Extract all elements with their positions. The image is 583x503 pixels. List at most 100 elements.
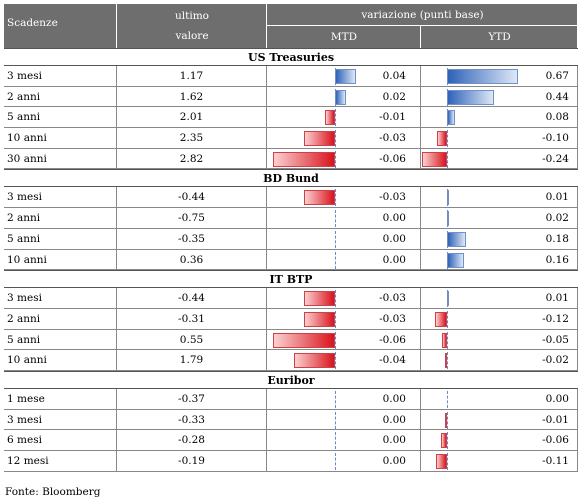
table-row: 12 mesi -0.19 0.00 -0.11: [4, 451, 578, 472]
maturity-label: 3 mesi: [4, 187, 117, 208]
yields-table: Scadenze ultimo valore variazione (punti…: [4, 4, 578, 472]
mtd-bar: [335, 89, 346, 105]
section-header: Euribor: [4, 370, 578, 389]
ytd-value: 0.00: [545, 392, 569, 405]
ytd-value: 0.08: [545, 111, 569, 124]
yield-value: -0.33: [117, 409, 267, 430]
mtd-cell: -0.06: [267, 148, 421, 169]
maturity-label: 2 anni: [4, 86, 117, 107]
ytd-value: -0.10: [542, 132, 569, 145]
mtd-cell: 0.02: [267, 86, 421, 107]
mtd-cell: 0.04: [267, 66, 421, 86]
yield-value: 1.62: [117, 86, 267, 107]
maturity-label: 10 anni: [4, 249, 117, 270]
ytd-axis-line: [447, 352, 448, 370]
ytd-bar: [435, 454, 447, 469]
table-row: 1 mese -0.37 0.00 0.00: [4, 388, 578, 410]
yield-value: 1.79: [117, 350, 267, 370]
table-row: 3 mesi -0.44 -0.03 0.01: [4, 187, 578, 209]
ytd-value: -0.05: [542, 333, 569, 346]
header-ytd: YTD: [488, 31, 511, 43]
yield-value: -0.19: [117, 451, 267, 471]
maturity-label: 5 anni: [4, 107, 117, 128]
ytd-value: 0.67: [545, 70, 569, 82]
maturity-label: 1 mese: [4, 388, 117, 409]
table-row: 3 mesi 1.17 0.04 0.67: [4, 66, 578, 87]
header-ultimo: ultimo: [175, 10, 209, 22]
mtd-axis-line: [335, 251, 336, 269]
ytd-bar: [445, 412, 447, 428]
header-scadenze-cell: Scadenze: [4, 4, 117, 48]
ytd-bar: [447, 252, 464, 268]
ytd-axis-line: [447, 331, 448, 349]
ytd-cell: 0.01: [421, 187, 578, 208]
ytd-value: 0.18: [545, 232, 569, 245]
header-variazione-cell: variazione (punti base): [267, 4, 578, 26]
ytd-value: 0.16: [545, 253, 569, 266]
mtd-value: -0.03: [379, 292, 406, 305]
yield-value: -0.28: [117, 430, 267, 450]
ytd-cell: 0.67: [421, 66, 578, 86]
mtd-cell: -0.03: [267, 128, 421, 148]
table-row: 30 anni 2.82 -0.06 -0.24: [4, 148, 578, 170]
mtd-cell: -0.03: [267, 308, 421, 329]
mtd-cell: 0.00: [267, 228, 421, 249]
table-row: 6 mesi -0.28 0.00 -0.06: [4, 430, 578, 451]
mtd-bar: [324, 110, 335, 126]
ytd-bar: [436, 131, 447, 147]
maturity-label: 10 anni: [4, 350, 117, 370]
ytd-axis-line: [447, 150, 448, 168]
maturity-label: 5 anni: [4, 228, 117, 249]
ytd-value: -0.06: [542, 434, 569, 447]
mtd-bar: [273, 151, 335, 167]
mtd-cell: -0.03: [267, 187, 421, 208]
header-mtd: MTD: [330, 31, 358, 43]
ytd-cell: 0.00: [421, 388, 578, 409]
mtd-axis-line: [335, 230, 336, 248]
ytd-bar: [447, 291, 449, 307]
section-header: BD Bund: [4, 169, 578, 188]
ytd-value: -0.11: [542, 455, 569, 467]
ytd-cell: -0.06: [421, 430, 578, 450]
yield-value: 0.36: [117, 249, 267, 270]
ytd-axis-line: [447, 310, 448, 328]
mtd-value: -0.06: [379, 152, 406, 165]
mtd-axis-line: [335, 150, 336, 168]
mtd-bar: [273, 332, 335, 348]
yield-value: -0.35: [117, 228, 267, 249]
mtd-value: 0.04: [382, 70, 406, 82]
ytd-axis-line: [447, 432, 448, 450]
ytd-value: -0.01: [542, 413, 569, 426]
ytd-cell: 0.44: [421, 86, 578, 107]
header-ultimo-cell: ultimo valore: [117, 4, 267, 48]
maturity-label: 3 mesi: [4, 409, 117, 430]
section-header: US Treasuries: [4, 48, 578, 66]
mtd-value: -0.03: [379, 191, 406, 204]
yield-value: 2.35: [117, 128, 267, 148]
maturity-label: 5 anni: [4, 329, 117, 350]
table-row: 2 anni -0.31 -0.03 -0.12: [4, 308, 578, 330]
mtd-axis-line: [335, 310, 336, 328]
mtd-axis-line: [335, 453, 336, 470]
mtd-cell: 0.00: [267, 388, 421, 409]
ytd-cell: 0.08: [421, 107, 578, 128]
mtd-cell: 0.00: [267, 208, 421, 228]
maturity-label: 2 anni: [4, 308, 117, 329]
mtd-axis-line: [335, 331, 336, 349]
yield-value: -0.75: [117, 208, 267, 228]
table-header: Scadenze ultimo valore variazione (punti…: [4, 4, 578, 48]
mtd-bar: [304, 291, 335, 307]
ytd-bar: [444, 353, 447, 369]
table-row: 5 anni 2.01 -0.01 0.08: [4, 107, 578, 129]
ytd-value: -0.24: [542, 152, 569, 165]
yield-value: -0.31: [117, 308, 267, 329]
maturity-label: 3 mesi: [4, 66, 117, 86]
maturity-label: 12 mesi: [4, 451, 117, 471]
mtd-value: -0.03: [379, 312, 406, 325]
mtd-axis-line: [335, 290, 336, 308]
table-body: US Treasuries 3 mesi 1.17 0.04 0.67 2 anni 1.6…: [4, 48, 578, 472]
ytd-cell: -0.10: [421, 128, 578, 148]
table-row: 5 anni -0.35 0.00 0.18: [4, 228, 578, 250]
mtd-cell: 0.00: [267, 409, 421, 430]
mtd-bar: [293, 353, 335, 369]
